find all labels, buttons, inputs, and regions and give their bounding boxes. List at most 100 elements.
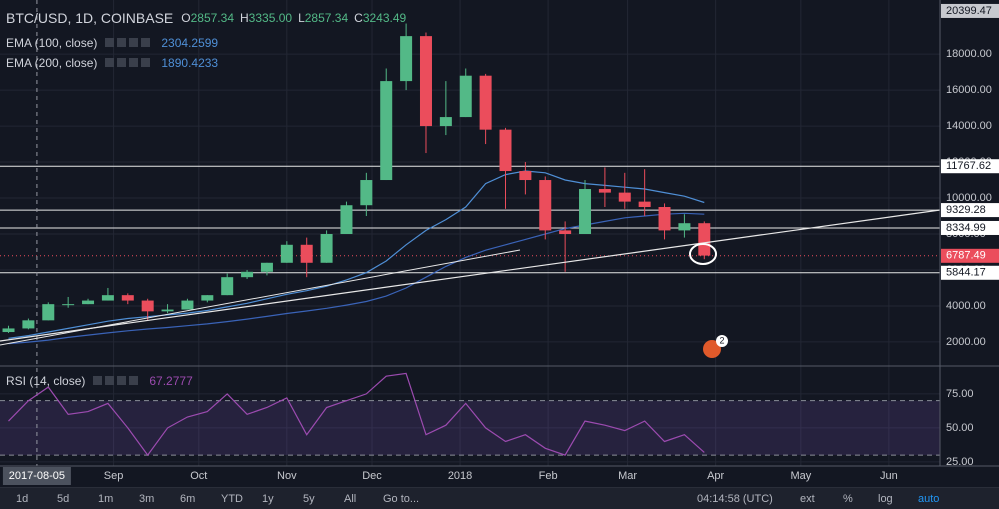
range-button[interactable]: 5y xyxy=(303,493,315,505)
option-button[interactable]: ext xyxy=(800,493,815,505)
ohlc-item: L2857.34 xyxy=(298,11,348,25)
candle-body xyxy=(221,277,234,296)
trend-line xyxy=(0,209,941,342)
candle-body xyxy=(678,223,691,231)
candle-body xyxy=(82,300,95,305)
option-button[interactable]: auto xyxy=(918,493,940,505)
candle-body xyxy=(201,295,214,301)
candle-body xyxy=(479,75,492,130)
range-button[interactable]: 1d xyxy=(16,493,29,505)
candle-body xyxy=(280,244,293,263)
ohlc-value: 3335.00 xyxy=(248,11,293,25)
highlight-circle xyxy=(689,243,717,265)
x-tick-label: Jun xyxy=(880,470,898,482)
candle-body xyxy=(22,320,35,329)
candle-body xyxy=(380,81,393,181)
goto-button[interactable]: Go to... xyxy=(383,493,420,505)
x-tick-label: Oct xyxy=(190,470,207,482)
symbol[interactable]: BTC/USD, 1D, COINBASE xyxy=(6,10,174,26)
crosshair-label: 2017-08-05 xyxy=(9,470,65,482)
candle-body xyxy=(42,304,55,321)
x-tick-label: Sep xyxy=(104,470,124,482)
ohlc-item: C3243.49 xyxy=(354,11,406,25)
last-price-label: 6787.49 xyxy=(946,250,986,262)
candle-body xyxy=(459,75,472,118)
bottom-toolbar: 1d 5d 1m 3m 6m YTD 1y 5y All Go to... 04:14:58 (UT… xyxy=(0,487,999,509)
level-tag xyxy=(941,203,999,218)
ohlc-key: L xyxy=(298,11,305,25)
ohlc-key: H xyxy=(240,11,249,25)
range-button[interactable]: 1m xyxy=(98,493,114,505)
level-label: 5844.17 xyxy=(946,267,986,279)
candle-body xyxy=(658,207,671,231)
ema-value: 2304.2599 xyxy=(161,36,219,50)
candle-body xyxy=(181,300,194,310)
y-tick-label: 10000.00 xyxy=(946,192,992,204)
candle-body xyxy=(161,309,174,312)
crosshair-tag xyxy=(2,467,71,485)
range-button[interactable]: 1y xyxy=(262,493,274,505)
candle-body xyxy=(101,295,114,301)
x-tick-label: Feb xyxy=(539,470,558,482)
ema-legend: EMA (200, close) 1890.4233 xyxy=(6,56,218,70)
top-price-tag xyxy=(941,3,999,18)
y-tick-label: 50.00 xyxy=(946,422,974,434)
level-tag xyxy=(941,159,999,174)
ohlc-key: C xyxy=(354,11,363,25)
candle-body xyxy=(241,271,254,278)
rsi-line xyxy=(8,372,705,457)
range-button[interactable]: YTD xyxy=(221,493,243,505)
y-tick-label: 16000.00 xyxy=(946,84,992,96)
ema-legend: EMA (100, close) 2304.2599 xyxy=(6,36,218,50)
candle-body xyxy=(618,192,631,202)
last-price-tag xyxy=(941,248,999,263)
ema-value: 1890.4233 xyxy=(161,56,219,70)
y-tick-label: 25.00 xyxy=(946,456,974,468)
candle-body xyxy=(141,300,154,312)
x-tick-label: 2018 xyxy=(448,470,472,482)
candle-body xyxy=(2,328,15,333)
range-button[interactable]: 6m xyxy=(180,493,196,505)
ohlc: O2857.34 H3335.00 L2857.34 C3243.49 xyxy=(181,11,406,25)
rsi-band xyxy=(0,400,940,456)
ema-line xyxy=(8,170,705,339)
candle-body xyxy=(340,205,353,234)
candle-body xyxy=(638,201,651,208)
x-tick-label: Nov xyxy=(277,470,297,482)
candle-body xyxy=(539,180,552,231)
chart: 2 2000.004000.006000.008000.0010000.0012… xyxy=(0,0,999,487)
option-button[interactable]: % xyxy=(843,493,853,505)
ohlc-item: H3335.00 xyxy=(240,11,292,25)
candle-body xyxy=(360,180,373,206)
price-axis xyxy=(940,0,999,487)
rsi-name: RSI (14, close) xyxy=(6,374,86,388)
y-tick-label: 75.00 xyxy=(946,388,974,400)
range-button[interactable]: 5d xyxy=(57,493,70,505)
event-flag[interactable] xyxy=(703,340,721,358)
range-button[interactable]: All xyxy=(344,493,357,505)
x-tick-label: May xyxy=(790,470,811,482)
ohlc-value: 2857.34 xyxy=(304,11,349,25)
candle-body xyxy=(260,262,273,272)
ohlc-value: 3243.49 xyxy=(362,11,407,25)
option-button[interactable]: log xyxy=(878,493,893,505)
candle-body xyxy=(499,129,512,172)
x-tick-label: Mar xyxy=(618,470,637,482)
candle-body xyxy=(419,36,432,127)
range-button[interactable]: 3m xyxy=(139,493,155,505)
ohlc-key: O xyxy=(181,11,191,25)
level-label: 8334.99 xyxy=(946,222,986,234)
candle-body xyxy=(559,230,572,234)
top-price-label: 20399.47 xyxy=(946,5,992,17)
level-tag xyxy=(941,265,999,280)
symbol-legend: BTC/USD, 1D, COINBASE O2857.34 H3335.00 L28… xyxy=(6,10,406,26)
candle-body xyxy=(300,244,313,263)
level-label: 11767.62 xyxy=(946,160,991,172)
ohlc-value: 2857.34 xyxy=(190,11,234,25)
y-tick-label: 18000.00 xyxy=(946,48,992,60)
ema-name: EMA (100, close) xyxy=(6,36,98,50)
level-label: 9329.28 xyxy=(946,204,986,216)
clock: 04:14:58 (UTC) xyxy=(697,493,773,505)
x-tick-label: Dec xyxy=(362,470,382,482)
